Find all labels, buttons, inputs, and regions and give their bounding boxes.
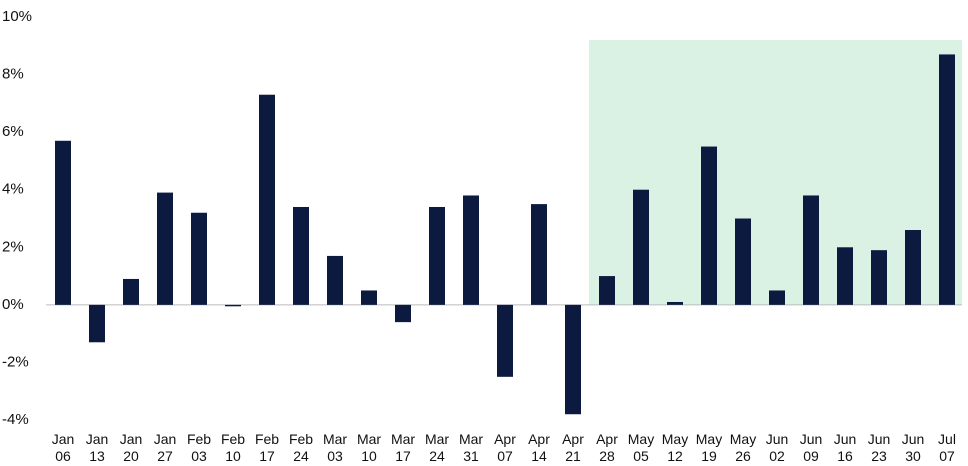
x-tick-label: May 12 (661, 431, 689, 464)
shaded-region (589, 40, 962, 305)
x-tick-label: Apr 28 (596, 431, 618, 464)
bar (667, 301, 683, 305)
x-tick-label: Mar 10 (356, 431, 382, 464)
x-tick-label: Mar 17 (390, 431, 416, 464)
bar (89, 304, 105, 343)
x-tick-label: Feb 03 (186, 431, 212, 464)
x-tick-label: Jun 23 (867, 431, 891, 464)
y-tick-label: 10% (2, 8, 32, 25)
y-tick-label: 0% (2, 296, 24, 313)
x-tick-label: Mar 24 (424, 431, 450, 464)
bar (225, 304, 241, 307)
x-tick-label: Feb 17 (254, 431, 280, 464)
y-tick-label: -2% (2, 353, 29, 370)
x-tick-label: Apr 07 (494, 431, 516, 464)
x-tick-label: Jun 09 (799, 431, 823, 464)
bar (327, 255, 343, 305)
bar (123, 278, 139, 305)
bar (395, 304, 411, 323)
x-tick-label: Jun 02 (765, 431, 789, 464)
bar (633, 189, 649, 305)
bar (259, 94, 275, 305)
bar (565, 304, 581, 415)
x-tick-label: Jan 13 (85, 431, 109, 464)
x-tick-label: May 19 (695, 431, 723, 464)
bar (157, 192, 173, 305)
bar (905, 230, 921, 305)
x-tick-label: Apr 21 (562, 431, 584, 464)
x-tick-label: Feb 10 (220, 431, 246, 464)
bar (429, 206, 445, 305)
bar (191, 212, 207, 305)
bar (837, 247, 853, 305)
x-tick-label: Feb 24 (288, 431, 314, 464)
x-tick-label: May 26 (729, 431, 757, 464)
bar (871, 250, 887, 305)
bar (361, 290, 377, 305)
bar (293, 206, 309, 305)
y-tick-label: 4% (2, 181, 24, 198)
bar (463, 195, 479, 305)
bar (531, 204, 547, 305)
y-tick-label: 6% (2, 123, 24, 140)
bar (803, 195, 819, 305)
bar (939, 54, 955, 305)
x-tick-label: Jun 16 (833, 431, 857, 464)
x-tick-label: Apr 14 (528, 431, 550, 464)
x-tick-label: Jan 27 (153, 431, 177, 464)
x-tick-label: Jun 30 (901, 431, 925, 464)
x-tick-label: Mar 03 (322, 431, 348, 464)
x-tick-label: Jul 07 (938, 431, 956, 464)
y-tick-label: 8% (2, 66, 24, 83)
bar (701, 146, 717, 305)
x-tick-label: Mar 31 (458, 431, 484, 464)
bar (55, 140, 71, 305)
x-tick-label: Jan 06 (51, 431, 75, 464)
y-tick-label: -4% (2, 411, 29, 428)
bar (599, 276, 615, 305)
x-tick-label: May 05 (627, 431, 655, 464)
y-tick-label: 2% (2, 238, 24, 255)
bar (497, 304, 513, 377)
bar (735, 218, 751, 305)
x-tick-label: Jan 20 (119, 431, 143, 464)
bar (769, 290, 785, 305)
